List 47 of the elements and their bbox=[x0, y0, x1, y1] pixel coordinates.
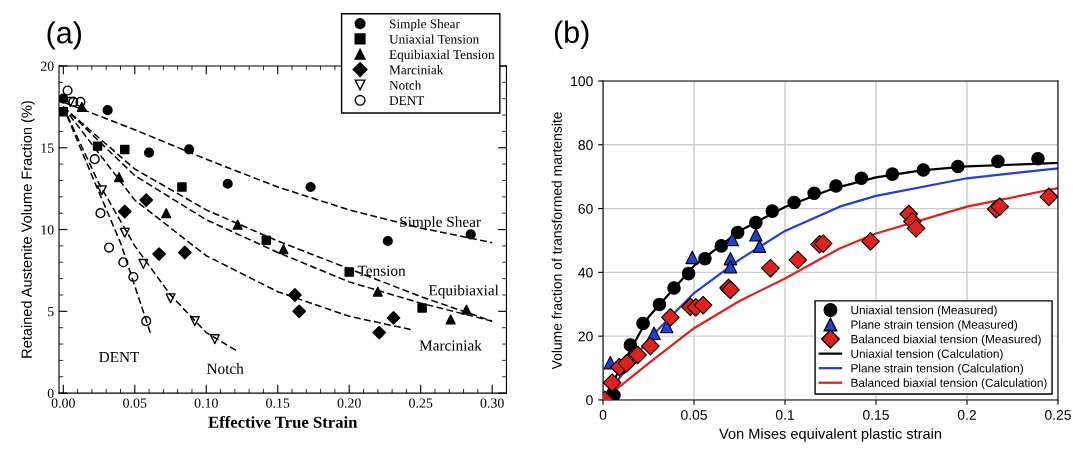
legend-label: Uniaxial tension (Calculation) bbox=[851, 349, 1003, 361]
x-tick-label: 0.30 bbox=[480, 398, 504, 408]
x-tick-label: 0.20 bbox=[337, 398, 361, 408]
y-tick-label: 10 bbox=[41, 225, 54, 235]
x-tick-label: 0.15 bbox=[266, 398, 290, 408]
legend-label: Notch bbox=[389, 80, 422, 90]
annotation: Notch bbox=[206, 363, 244, 374]
y-tick-label: 0 bbox=[47, 388, 54, 399]
y-tick-label: 80 bbox=[578, 140, 593, 150]
legend-label: Equibiaxial Tension bbox=[389, 49, 495, 62]
legend-label: Balanced biaxial tension (Calculation) bbox=[851, 378, 1047, 390]
x-axis-title: Effective True Strain bbox=[208, 415, 358, 428]
y-tick-label: 40 bbox=[578, 267, 593, 278]
legend-label: Uniaxial tension (Measured) bbox=[851, 305, 997, 317]
x-tick-label: 0.10 bbox=[194, 398, 218, 408]
y-tick-label: 20 bbox=[578, 331, 593, 342]
legend-label: Plane strain tension (Calculation) bbox=[851, 363, 1023, 375]
y-axis-title: Volume fraction of transformed martensite bbox=[551, 112, 562, 370]
y-tick-label: 15 bbox=[41, 143, 54, 153]
x-tick-label: 0.15 bbox=[863, 410, 889, 420]
annotation: Tension bbox=[357, 265, 406, 276]
legend-label: Marciniak bbox=[389, 65, 444, 75]
x-axis-title: Von Mises equivalent plastic strain bbox=[719, 428, 942, 442]
legend-label: Simple Shear bbox=[389, 19, 460, 32]
chart-title: (b) bbox=[554, 20, 589, 50]
annotation: DENT bbox=[99, 352, 140, 363]
legend-label: Plane strain tension (Measured) bbox=[851, 320, 1018, 332]
y-tick-label: 100 bbox=[571, 76, 593, 87]
y-axis-title: Retained Austenite Volume Fraction (%) bbox=[21, 101, 35, 358]
x-tick-label: 0.25 bbox=[409, 398, 433, 408]
y-tick-label: 5 bbox=[48, 307, 54, 317]
x-tick-label: 0.05 bbox=[123, 398, 147, 408]
legend-label: DENT bbox=[389, 96, 425, 105]
annotation: Simple Shear bbox=[400, 216, 481, 231]
x-tick-label: 0.00 bbox=[51, 398, 75, 408]
y-tick-label: 60 bbox=[578, 203, 593, 214]
legend-label: Uniaxial Tension bbox=[389, 34, 479, 44]
x-tick-label: 0.2 bbox=[957, 410, 976, 420]
annotation: Equibiaxial bbox=[428, 284, 499, 299]
legend-label: Balanced biaxial tension (Measured) bbox=[851, 334, 1041, 346]
x-tick-label: 0.25 bbox=[1045, 410, 1071, 420]
x-tick-label: 0.1 bbox=[775, 410, 794, 420]
x-tick-label: 0.05 bbox=[681, 410, 707, 420]
y-tick-label: 20 bbox=[40, 61, 54, 71]
chart-title: (a) bbox=[47, 21, 82, 50]
x-tick-label: 0 bbox=[599, 410, 607, 420]
annotation: Marciniak bbox=[419, 339, 482, 351]
